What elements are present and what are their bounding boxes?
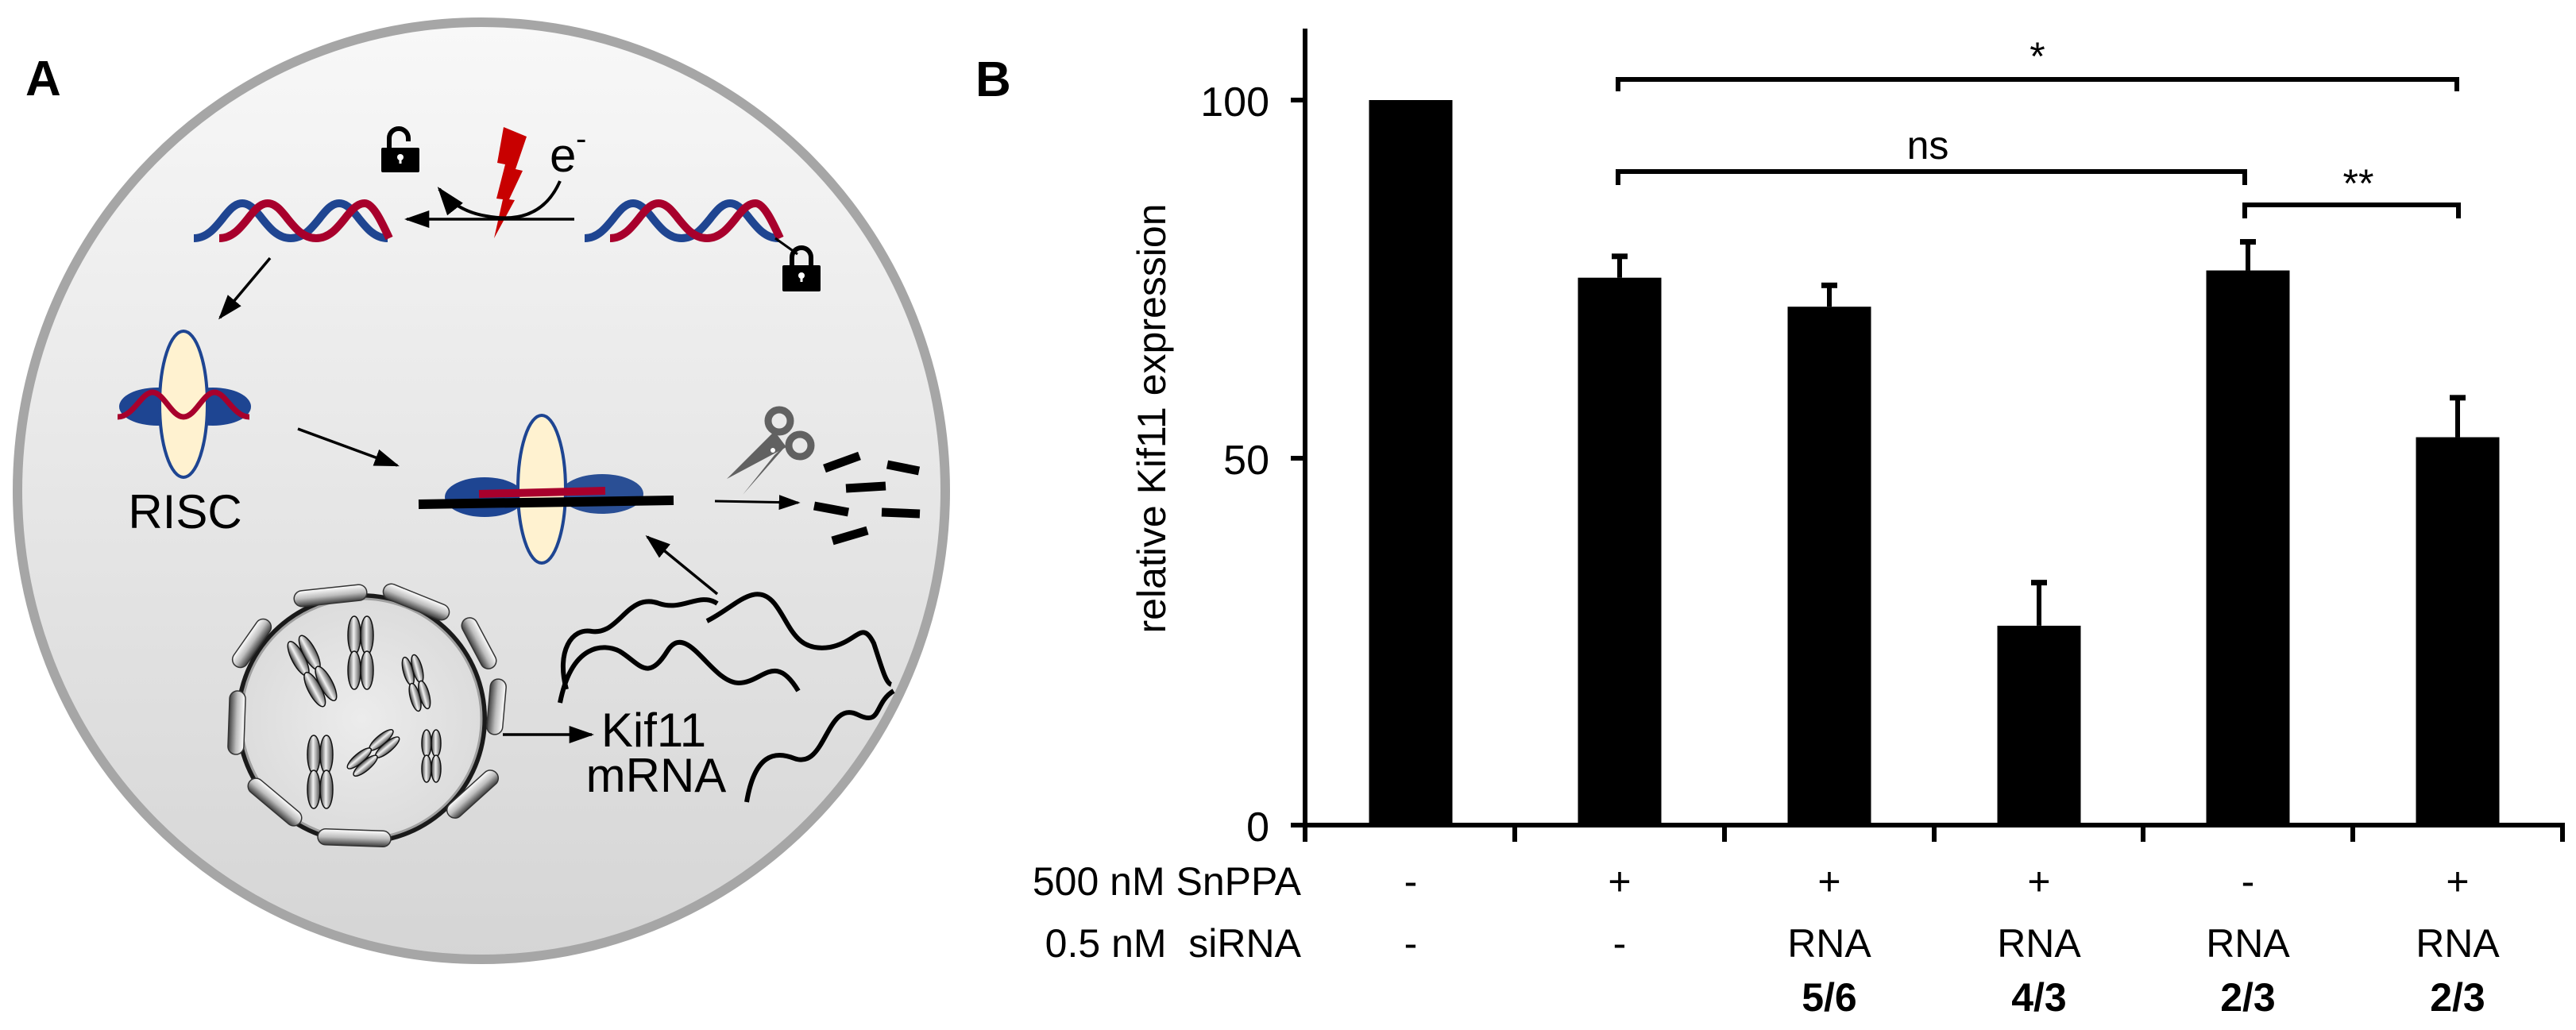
condition-cell: 4/3 [2011,975,2067,1020]
condition-cell: + [2027,859,2050,904]
condition-table: - + + + - + - - RNA RNA RNA RNA 5/6 4/3 2/3 2/3 [1404,859,2501,1020]
electron-charge: - [576,122,586,156]
panel-letter-a: A [25,52,61,106]
lock-closed-icon [782,245,821,291]
bars [1369,100,2500,826]
y-tick-label-0: 0 [1246,804,1269,851]
y-tick-label-100: 100 [1200,79,1269,125]
y-tick-label-50: 50 [1223,438,1269,484]
condition-cell: 5/6 [1802,975,1857,1020]
bar [2416,437,2500,825]
error-bar-cap [2450,395,2466,401]
condition-cell: 2/3 [2220,975,2276,1020]
lock-open-icon [381,126,419,172]
risc-target-complex [418,414,674,565]
x-ticks [1303,825,2565,842]
error-bar-cap [2031,580,2047,586]
electron-label: e [550,129,576,182]
scissors-icon [727,406,815,495]
risc-label: RISC [128,485,241,538]
chromosome-icon [287,615,442,809]
error-bar-cap [1612,253,1628,260]
panel-b: B 100 50 0 relative Kif11 expression [975,29,2565,1020]
condition-cell: - [1404,859,1418,904]
arrow-mrna-to-risc [645,535,719,596]
y-axis-title: relative Kif11 expression [1130,203,1174,633]
error-bar-cap [1821,282,1837,288]
mrna-label-line2: mRNA [586,749,727,802]
condition-cell: 2/3 [2430,975,2485,1020]
condition-cell: + [1608,859,1631,904]
mrna-strands [558,592,895,803]
condition-cell: - [2242,859,2255,904]
bar [2206,270,2290,825]
sig-label-star: * [2030,34,2045,79]
significance-brackets [1616,77,2461,218]
error-bar-cap [2240,239,2256,245]
dna-helix-icon [193,199,393,243]
condition-cell: RNA [2416,921,2500,966]
bracket-star [1616,77,2459,91]
bar [1578,277,1662,825]
condition-cell: - [1404,921,1418,966]
panel-letter-b: B [975,52,1011,107]
bar [1787,307,1871,826]
condition-label-snppa: 500 nM SnPPA [1033,859,1302,904]
condition-cell: RNA [2206,921,2290,966]
arrow-cleavage [714,495,801,510]
condition-cell: - [1613,921,1627,966]
arrow-to-risc [218,257,272,320]
condition-label-sirna: 0.5 nM siRNA [1045,921,1302,966]
arrow-to-target [297,427,400,467]
condition-cell: + [1817,859,1840,904]
condition-cell: + [2446,859,2469,904]
bracket-double-star [2242,203,2461,218]
bar [1369,100,1453,825]
nucleus-icon [227,583,507,848]
bar [1997,625,2081,825]
dna-helix-caged-icon [584,199,784,243]
risc-complex [117,330,251,479]
condition-cell: RNA [1997,921,2081,966]
mrna-fragments [813,451,921,546]
lightning-icon [494,127,527,238]
mrna-label-line1: Kif11 [601,704,706,757]
panel-a: A e - [13,17,950,964]
sig-label-ns: ns [1907,123,1949,168]
curved-arrow [437,180,562,220]
condition-cell: RNA [1787,921,1871,966]
bracket-ns [1616,169,2247,185]
sig-label-double-star: ** [2343,161,2374,206]
